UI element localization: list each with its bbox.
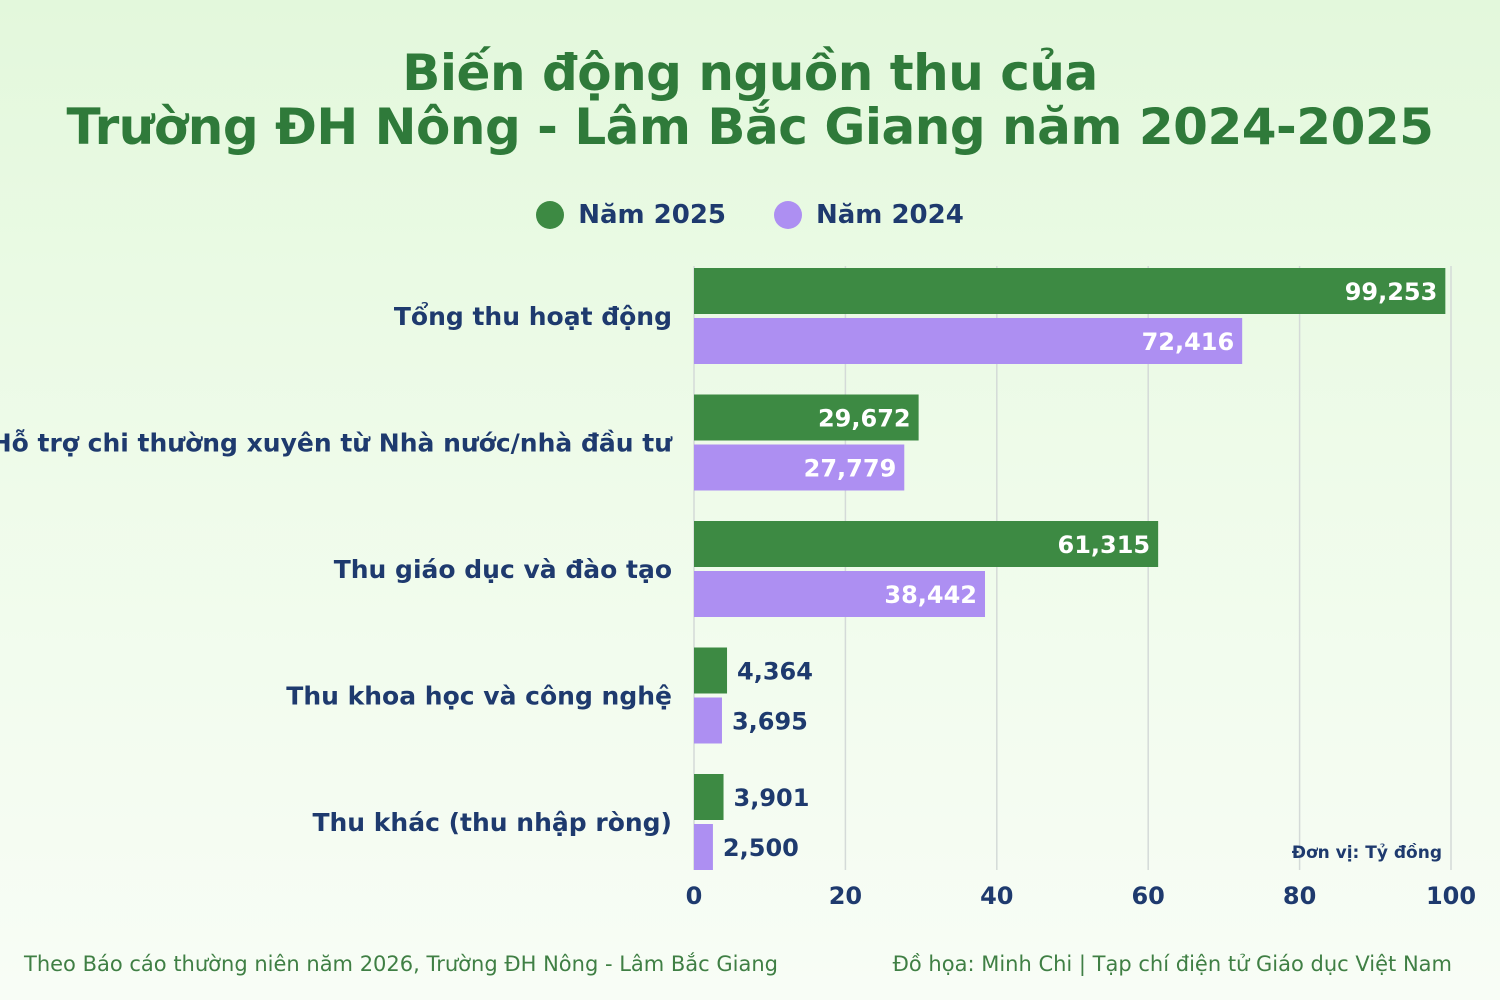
bar-2025 <box>694 394 919 441</box>
bar-2025 <box>694 774 724 820</box>
data-label: 2,500 <box>723 834 799 862</box>
category-label: Thu khoa học và công nghệ <box>286 682 672 711</box>
data-label: 61,315 <box>1058 531 1151 559</box>
data-label: 27,779 <box>804 455 897 483</box>
bar-2025 <box>694 647 728 694</box>
data-label: 4,364 <box>737 658 813 686</box>
credit-note: Đồ họa: Minh Chi | Tạp chí điện tử Giáo … <box>892 952 1452 976</box>
chart-title-line2: Trường ĐH Nông - Lâm Bắc Giang năm 2024-… <box>66 98 1434 156</box>
x-tick-label: 60 <box>1131 882 1164 910</box>
category-label: Tổng thu hoạt động <box>394 301 672 331</box>
data-label: 72,416 <box>1142 328 1235 356</box>
x-tick-label: 80 <box>1283 882 1316 910</box>
bar-2024 <box>694 318 1243 364</box>
category-label: Hỗ trợ chi thường xuyên từ Nhà nước/nhà … <box>0 429 673 458</box>
legend-item-2025: Năm 2025 <box>536 200 726 230</box>
x-tick-label: 0 <box>686 882 703 910</box>
legend-label-2024: Năm 2024 <box>816 200 964 230</box>
bar-2025 <box>694 268 1446 314</box>
data-label: 99,253 <box>1345 278 1438 306</box>
category-label: Thu giáo dục và đào tạo <box>334 555 672 584</box>
bar-chart: 0 20 40 60 80 100 Tổng thu hoạt động 99,253 72,4… <box>0 266 1476 910</box>
data-label: 3,901 <box>734 784 810 812</box>
legend-swatch-2025 <box>536 201 565 229</box>
x-tick-label: 100 <box>1426 882 1476 910</box>
data-label: 29,672 <box>818 405 911 433</box>
chart-title-line1: Biến động nguồn thu của <box>402 44 1098 102</box>
bar-2024 <box>694 697 722 744</box>
legend-swatch-2024 <box>774 201 802 229</box>
unit-note: Đơn vị: Tỷ đồng <box>1292 842 1442 863</box>
bar-2024 <box>694 444 905 491</box>
bar-2024 <box>694 571 986 617</box>
source-note: Theo Báo cáo thường niên năm 2026, Trườn… <box>24 952 779 976</box>
bar-2025 <box>694 521 1159 567</box>
data-label: 3,695 <box>732 708 808 736</box>
data-label: 38,442 <box>884 581 977 609</box>
legend-label-2025: Năm 2025 <box>578 200 726 230</box>
x-tick-label: 20 <box>829 882 862 910</box>
x-tick-label: 40 <box>980 882 1013 910</box>
legend: Năm 2025 Năm 2024 <box>0 200 1500 230</box>
legend-item-2024: Năm 2024 <box>774 200 964 230</box>
bar-2024 <box>694 824 713 870</box>
category-label: Thu khác (thu nhập ròng) <box>312 808 672 837</box>
